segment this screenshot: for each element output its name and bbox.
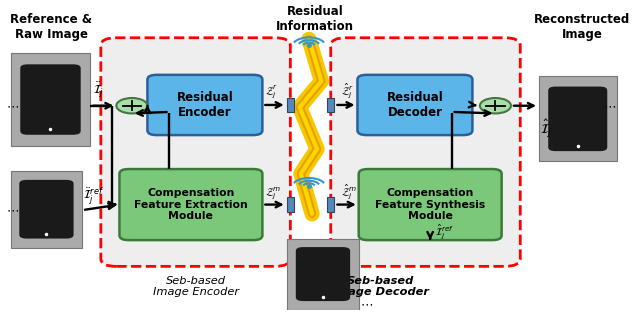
Text: Residual
Decoder: Residual Decoder xyxy=(387,91,444,119)
FancyBboxPatch shape xyxy=(331,38,520,266)
FancyBboxPatch shape xyxy=(287,98,294,112)
FancyBboxPatch shape xyxy=(358,75,472,135)
FancyBboxPatch shape xyxy=(11,53,90,146)
FancyBboxPatch shape xyxy=(539,76,616,161)
FancyBboxPatch shape xyxy=(327,197,335,212)
Text: Seb-based
Image Encoder: Seb-based Image Encoder xyxy=(153,275,239,297)
Circle shape xyxy=(480,98,511,114)
Text: Residual
Encoder: Residual Encoder xyxy=(177,91,233,119)
Text: $\cdots$: $\cdots$ xyxy=(603,99,616,112)
FancyBboxPatch shape xyxy=(120,169,262,240)
Text: $\mathcal{Z}_j^m$: $\mathcal{Z}_j^m$ xyxy=(266,185,282,201)
Text: Reconstructed
Image: Reconstructed Image xyxy=(534,13,630,41)
FancyBboxPatch shape xyxy=(147,75,262,135)
FancyBboxPatch shape xyxy=(19,180,74,239)
Text: Compensation
Feature Extraction
Module: Compensation Feature Extraction Module xyxy=(134,188,248,221)
Text: $\ddot{\mathcal{I}}_j$: $\ddot{\mathcal{I}}_j$ xyxy=(93,80,104,100)
Text: $\cdots$: $\cdots$ xyxy=(360,297,373,310)
Text: $\hat{\mathcal{I}}_j^{ref}$: $\hat{\mathcal{I}}_j^{ref}$ xyxy=(435,222,454,241)
Text: $\cdots$: $\cdots$ xyxy=(6,99,19,112)
FancyBboxPatch shape xyxy=(20,64,81,135)
FancyBboxPatch shape xyxy=(327,98,335,112)
Text: Compensation
Feature Synthesis
Module: Compensation Feature Synthesis Module xyxy=(375,188,485,221)
FancyBboxPatch shape xyxy=(358,169,502,240)
Text: $\cdots$: $\cdots$ xyxy=(6,204,19,217)
FancyBboxPatch shape xyxy=(11,171,82,248)
FancyBboxPatch shape xyxy=(101,38,291,266)
Text: Seb-based
Image Decoder: Seb-based Image Decoder xyxy=(332,275,429,297)
Text: $\hat{\mathcal{Z}}_j^r$: $\hat{\mathcal{Z}}_j^r$ xyxy=(341,81,355,100)
Text: $\hat{\mathcal{Z}}_j^m$: $\hat{\mathcal{Z}}_j^m$ xyxy=(341,183,358,201)
Text: $\hat{\mathcal{I}}_j$: $\hat{\mathcal{I}}_j$ xyxy=(540,118,552,140)
FancyBboxPatch shape xyxy=(296,247,350,301)
FancyBboxPatch shape xyxy=(287,197,294,212)
FancyBboxPatch shape xyxy=(287,239,358,310)
Text: Residual
Information: Residual Information xyxy=(276,5,354,33)
Text: Reference &
Raw Image: Reference & Raw Image xyxy=(10,13,92,41)
Text: $\mathcal{Z}_j^r$: $\mathcal{Z}_j^r$ xyxy=(266,83,279,100)
FancyBboxPatch shape xyxy=(548,86,607,151)
Circle shape xyxy=(116,98,147,114)
Text: $\ddot{\mathcal{I}}_j^{ref}$: $\ddot{\mathcal{I}}_j^{ref}$ xyxy=(83,185,105,207)
